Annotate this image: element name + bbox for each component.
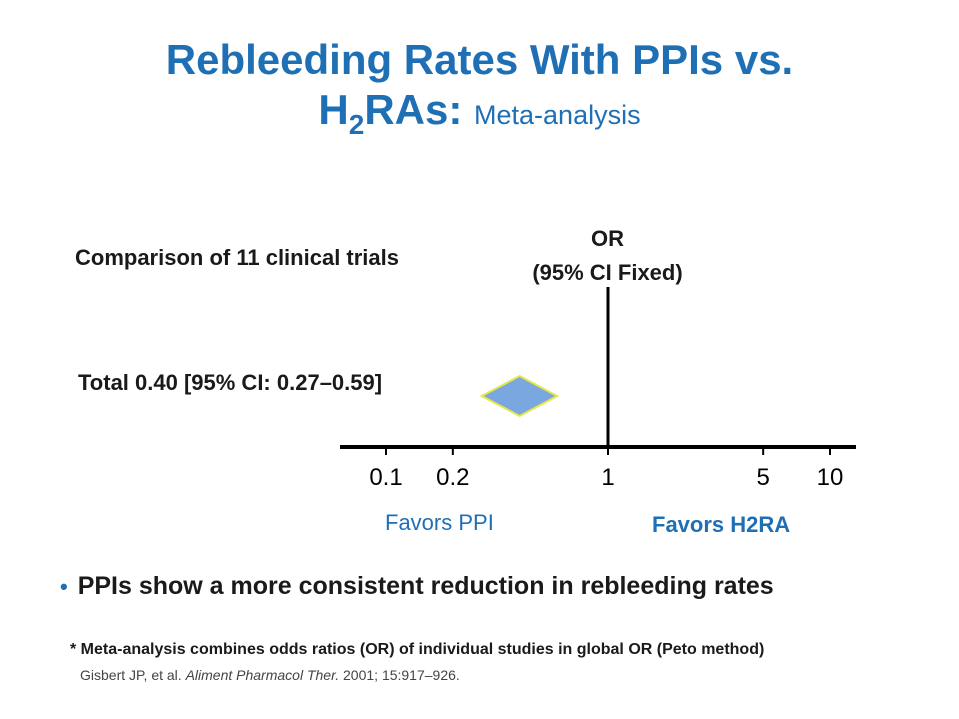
title-meta-analysis: Meta-analysis — [474, 100, 641, 130]
bullet-point: • PPIs show a more consistent reduction i… — [60, 572, 774, 601]
pooled-diamond — [479, 374, 560, 418]
x-tick-label: 10 — [817, 464, 844, 491]
x-tick-label: 1 — [601, 464, 614, 491]
slide-title-line1: Rebleeding Rates With PPIs vs. — [165, 36, 794, 83]
x-ticks: 0.1 0.2 1 5 10 — [369, 447, 843, 491]
x-tick-label: 0.1 — [369, 464, 402, 491]
or-header-line1: OR — [591, 226, 624, 251]
footnote: * Meta-analysis combines odds ratios (OR… — [70, 641, 765, 658]
title-h: H — [318, 86, 349, 133]
or-header: OR (95% CI Fixed) — [480, 222, 735, 290]
citation: Gisbert JP, et al. Aliment Pharmacol The… — [80, 667, 460, 683]
favors-ppi-label: Favors PPI — [385, 510, 494, 535]
favors-h2ra-label: Favors H2RA — [652, 512, 791, 537]
bullet-text: PPIs show a more consistent reduction in… — [77, 572, 774, 600]
citation-authors: Gisbert JP, et al. — [80, 667, 186, 683]
or-header-line2: (95% CI Fixed) — [532, 260, 683, 285]
title-ras: RAs: — [364, 86, 475, 133]
title-subscript: 2 — [348, 109, 365, 140]
citation-journal: Aliment Pharmacol Ther. — [185, 667, 340, 683]
x-tick-label: 5 — [756, 464, 769, 491]
slide-title-line2: H2RAs: Meta-analysis — [0, 86, 959, 141]
bullet-icon: • — [60, 574, 68, 599]
total-label: Total 0.40 [95% CI: 0.27–0.59] — [78, 370, 383, 395]
comparison-header: Comparison of 11 clinical trials — [75, 245, 399, 270]
x-tick-label: 0.2 — [436, 464, 469, 491]
citation-details: 2001; 15:917–926. — [339, 667, 460, 683]
